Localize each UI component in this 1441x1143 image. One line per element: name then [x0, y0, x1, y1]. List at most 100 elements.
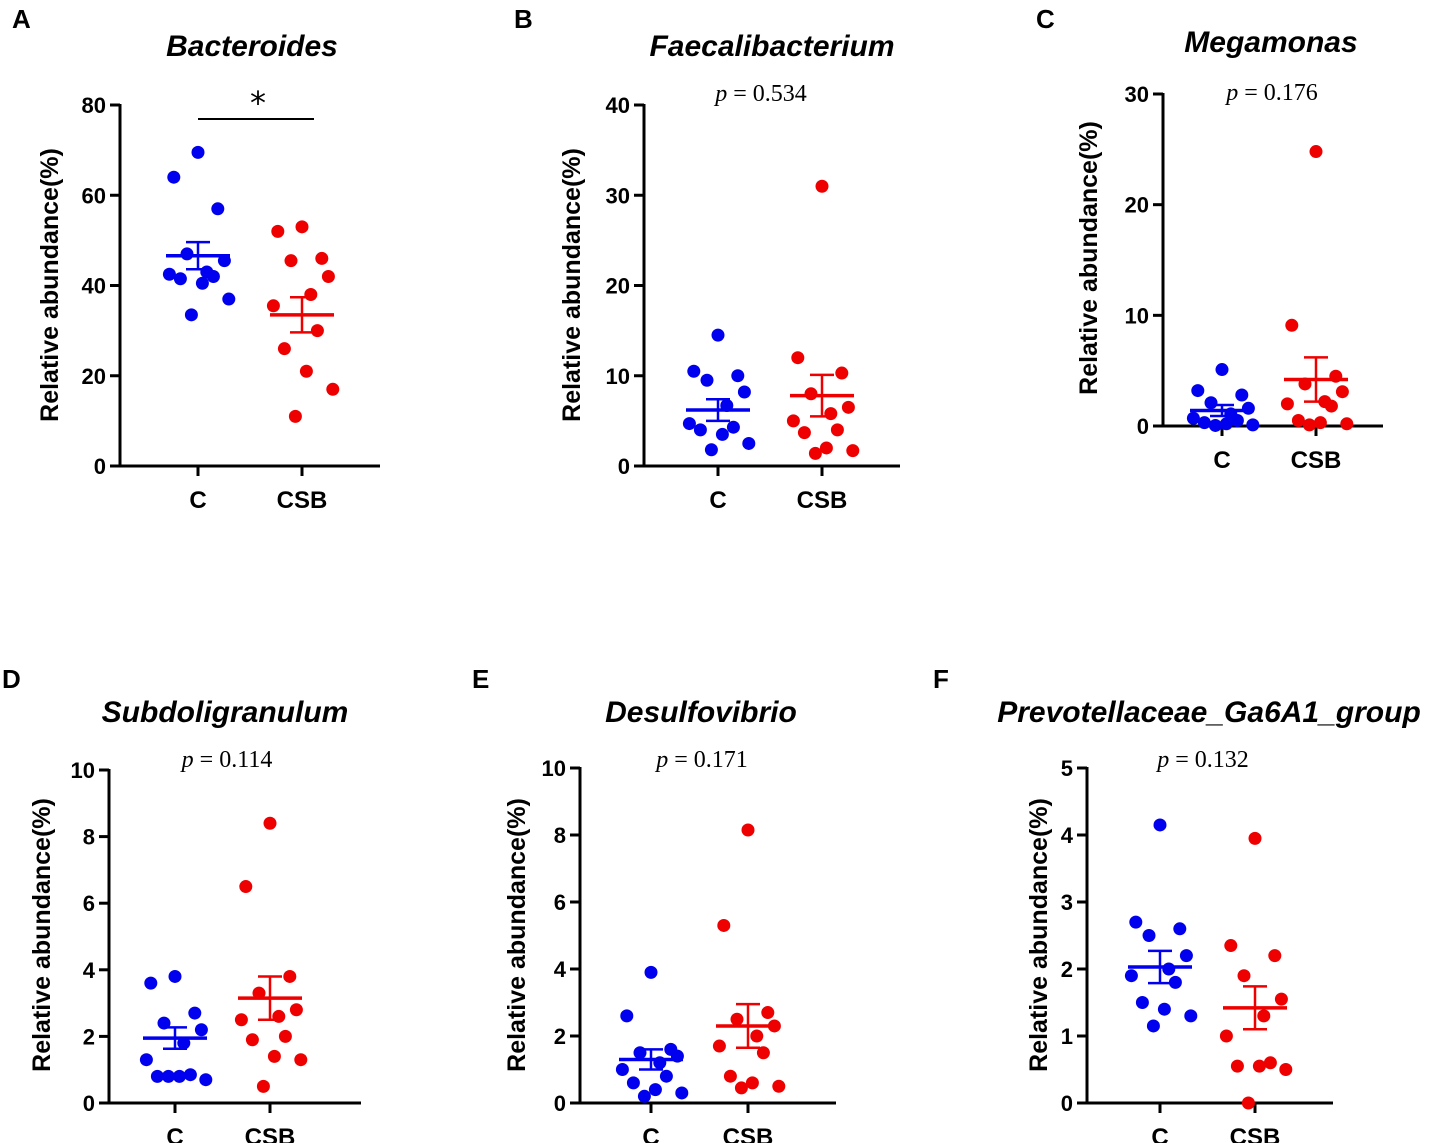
panel-f-y-tick-label: 2: [1061, 957, 1073, 982]
panel-f-point-csb: [1241, 1096, 1255, 1110]
panel-a-point-csb: [295, 220, 309, 234]
panel-d-point-c: [150, 1069, 164, 1083]
panel-e-point-c: [615, 1063, 629, 1076]
panel-b-point-csb: [804, 387, 818, 401]
panel-a-point-c: [162, 267, 176, 281]
panel-e-p-value: p = 0.171: [654, 747, 748, 773]
panel-c-point-c: [1219, 417, 1233, 431]
panel-e-point-csb: [772, 1079, 786, 1093]
panel-b-point-c: [737, 385, 751, 399]
panel-e-y-tick-label: 4: [554, 957, 567, 982]
panel-a-y-tick-label: 40: [82, 274, 106, 299]
panel-a-letter: A: [12, 4, 31, 34]
panel-c-point-c: [1186, 411, 1200, 425]
panel-b-point-csb: [786, 414, 800, 428]
panel-f-letter: F: [933, 664, 949, 694]
panel-c-point-csb: [1313, 416, 1327, 430]
panel-d-p-value: p = 0.114: [180, 747, 273, 773]
panel-e-point-c: [648, 1083, 662, 1097]
panel-d-y-tick-label: 0: [83, 1091, 95, 1116]
panel-f-point-csb: [1219, 1029, 1233, 1043]
panel-e-point-c: [659, 1069, 673, 1083]
panel-a-point-c: [167, 170, 181, 184]
panel-e-point-csb: [741, 823, 755, 837]
panel-d-point-csb: [239, 880, 253, 894]
panel-b-point-csb: [830, 423, 844, 437]
panel-f-p-value: p = 0.132: [1155, 747, 1249, 773]
panel-f-point-csb: [1274, 992, 1288, 1006]
panel-c-point-c: [1230, 413, 1244, 427]
panel-d-x-tick-label-csb: CSB: [245, 1124, 296, 1143]
panel-e-point-csb: [717, 918, 731, 932]
panel-f-point-csb: [1279, 1063, 1293, 1076]
panel-c-point-csb: [1340, 417, 1354, 431]
panel-d-point-csb: [267, 1049, 281, 1063]
panel-a-x-tick-label-c: C: [189, 487, 206, 514]
panel-b-point-csb: [797, 426, 811, 440]
panel-f-point-c: [1168, 975, 1182, 989]
panel-e-point-csb: [761, 1006, 775, 1020]
panel-d-point-csb: [256, 1079, 270, 1093]
panel-c-point-csb: [1280, 397, 1294, 411]
panel-b-point-csb: [846, 444, 860, 458]
panel-b-point-csb: [808, 446, 822, 460]
panel-e-y-axis-label: Relative abundance(%): [503, 798, 531, 1072]
panel-d-point-c: [168, 969, 182, 983]
panel-b-point-csb: [815, 179, 829, 193]
panel-a-y-tick-label: 20: [82, 364, 106, 389]
panel-c-point-csb: [1302, 418, 1316, 432]
panel-e-y-tick-label: 6: [554, 890, 566, 915]
panel-a-point-c: [173, 272, 187, 286]
panel-c-point-csb: [1335, 385, 1349, 399]
panel-e-point-csb: [734, 1081, 748, 1095]
panel-d-point-c: [172, 1069, 186, 1083]
panel-c-point-csb: [1324, 399, 1338, 413]
panel-b-point-c: [704, 443, 718, 457]
panel-f-point-c: [1135, 996, 1149, 1009]
panel-f-point-c: [1153, 818, 1167, 832]
panel-c-letter: C: [1036, 4, 1055, 34]
panel-f-title: Prevotellaceae_Ga6A1_group: [997, 696, 1421, 729]
panel-a-point-csb: [266, 299, 280, 313]
panel-f-point-csb: [1224, 939, 1238, 953]
panel-e-point-csb: [750, 1029, 764, 1043]
panel-d-y-tick-label: 8: [83, 825, 95, 850]
panel-b-point-csb: [841, 400, 855, 414]
panel-a-y-tick-label: 0: [94, 454, 106, 479]
panel-c-point-c: [1191, 384, 1205, 398]
panel-b-y-tick-label: 10: [606, 364, 630, 389]
panel-d-point-csb: [289, 1003, 303, 1017]
panel-d-point-c: [183, 1068, 197, 1082]
panel-f-point-c: [1162, 962, 1176, 976]
panel-f-y-tick-label: 5: [1061, 756, 1073, 781]
panel-f-y-tick-label: 4: [1061, 823, 1074, 848]
panel-f-x-tick-label-c: C: [1151, 1124, 1168, 1143]
panel-b-point-c: [711, 328, 725, 342]
panel-c-x-tick-label-csb: CSB: [1291, 447, 1342, 474]
panel-a-point-c: [180, 247, 194, 261]
panel-e-y-tick-label: 8: [554, 823, 566, 848]
panel-a-point-csb: [284, 254, 298, 268]
panel-b-p-value: p = 0.534: [713, 81, 807, 107]
panel-f-point-c: [1142, 929, 1156, 942]
panel-b-letter: B: [514, 4, 533, 34]
panel-f-y-tick-label: 3: [1061, 890, 1073, 915]
panel-d-point-csb: [263, 816, 277, 830]
panel-e-y-tick-label: 10: [542, 756, 566, 781]
panel-f-point-c: [1173, 922, 1187, 936]
panel-e-point-csb: [712, 1039, 726, 1053]
panel-d-y-tick-label: 2: [83, 1024, 95, 1049]
panel-b-point-c: [687, 364, 701, 378]
panel-e-title: Desulfovibrio: [605, 696, 797, 729]
panel-b-point-c: [726, 420, 740, 434]
panel-c-point-csb: [1309, 145, 1323, 159]
panel-b-point-csb: [791, 351, 805, 365]
panel-d-point-c: [161, 1069, 175, 1083]
panel-e-point-c: [675, 1086, 689, 1100]
panel-a-x-tick-label-csb: CSB: [277, 487, 328, 514]
panel-a-significance-star: *: [250, 84, 266, 122]
panel-d-y-tick-label: 6: [83, 891, 95, 916]
panel-a-point-c: [222, 292, 236, 306]
panel-f-point-c: [1179, 949, 1193, 963]
panel-d-y-tick-label: 10: [71, 758, 95, 783]
